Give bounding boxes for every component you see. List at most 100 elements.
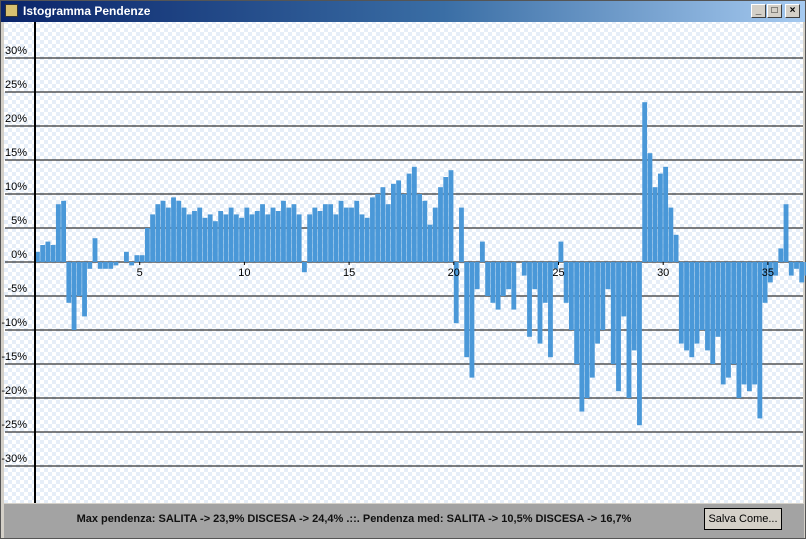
close-button[interactable]: × [785,4,800,18]
bar [322,204,328,262]
bar [537,262,543,344]
bar [506,262,511,290]
bar [249,214,255,262]
bar [422,200,428,262]
y-tick-label: -30% [1,453,27,465]
y-tick-label: 30% [5,45,27,57]
bar [553,262,559,269]
x-tick-label: 25 [552,267,564,279]
bar [799,262,805,283]
bar [338,200,344,262]
bar [657,173,663,262]
bar [244,207,250,262]
bar [621,262,627,317]
bar [254,211,260,262]
bar [563,262,569,303]
bar [485,262,491,296]
window-title: Istogramma Pendenze [23,4,151,18]
y-tick-label: 10% [5,181,27,193]
bar [746,262,752,392]
bar [317,211,323,262]
x-tick-label: 15 [343,267,355,279]
y-tick-label: 5% [11,215,27,227]
x-tick-label: 35 [762,267,774,279]
bar [207,214,213,262]
bar [55,204,61,262]
bar [113,262,119,266]
bar [527,262,532,337]
bar [35,251,40,262]
bar [233,214,239,262]
bar [678,262,684,344]
y-tick-label: 20% [5,113,27,125]
bar [438,187,443,262]
y-tick-label: -25% [1,419,27,431]
y-tick-label: 0% [11,249,27,261]
bar [82,262,87,317]
bar [71,262,77,330]
bar [448,170,454,262]
bar [694,262,700,344]
bar [762,262,768,303]
bar [783,204,789,262]
bar [720,262,726,385]
x-tick-label: 5 [137,267,143,279]
y-tick-label: -10% [1,317,27,329]
bar [375,194,381,262]
bar [804,262,806,276]
bar [150,214,156,262]
y-tick-label: 15% [5,147,27,159]
bar [165,207,171,262]
bar [773,262,778,276]
bar [181,207,187,262]
bar [689,262,695,358]
bar [265,214,271,262]
bar [97,262,103,269]
minimize-button[interactable]: _ [751,4,766,18]
bar [349,207,354,262]
status-text: Max pendenza: SALITA -> 23,9% DISCESA ->… [76,513,632,525]
save-as-button[interactable]: Salva Come... [704,508,782,530]
x-tick-label: 30 [657,267,669,279]
y-tick-label: -20% [1,385,27,397]
bar [50,245,56,262]
bar [380,187,386,262]
bar [40,245,46,262]
bar [589,262,595,378]
bar [186,214,192,262]
bar [600,262,606,330]
bar [171,197,176,262]
bar [443,177,449,262]
bar [359,214,365,262]
bar [307,214,313,262]
bar [616,262,621,392]
bar [223,214,229,262]
bar [574,262,580,364]
bar [343,207,349,262]
y-tick-label: 25% [5,79,27,91]
bar [464,262,470,358]
bar [469,262,475,378]
bar [390,183,396,262]
bar [568,262,574,330]
status-panel: Max pendenza: SALITA -> 23,9% DISCESA ->… [4,504,804,538]
bar [123,251,129,262]
bar [605,262,611,290]
bar [427,224,433,262]
bar [212,221,218,262]
bar [767,262,773,283]
bar [757,262,763,419]
maximize-button[interactable]: □ [767,4,782,18]
bar [103,262,108,269]
bar [741,262,747,385]
bar [176,200,182,262]
bar [663,166,669,262]
bar [333,214,339,262]
bar [684,262,689,351]
bar [453,262,459,324]
bar [61,200,67,262]
bar [396,180,402,262]
bar [495,262,501,310]
bar [417,194,422,262]
